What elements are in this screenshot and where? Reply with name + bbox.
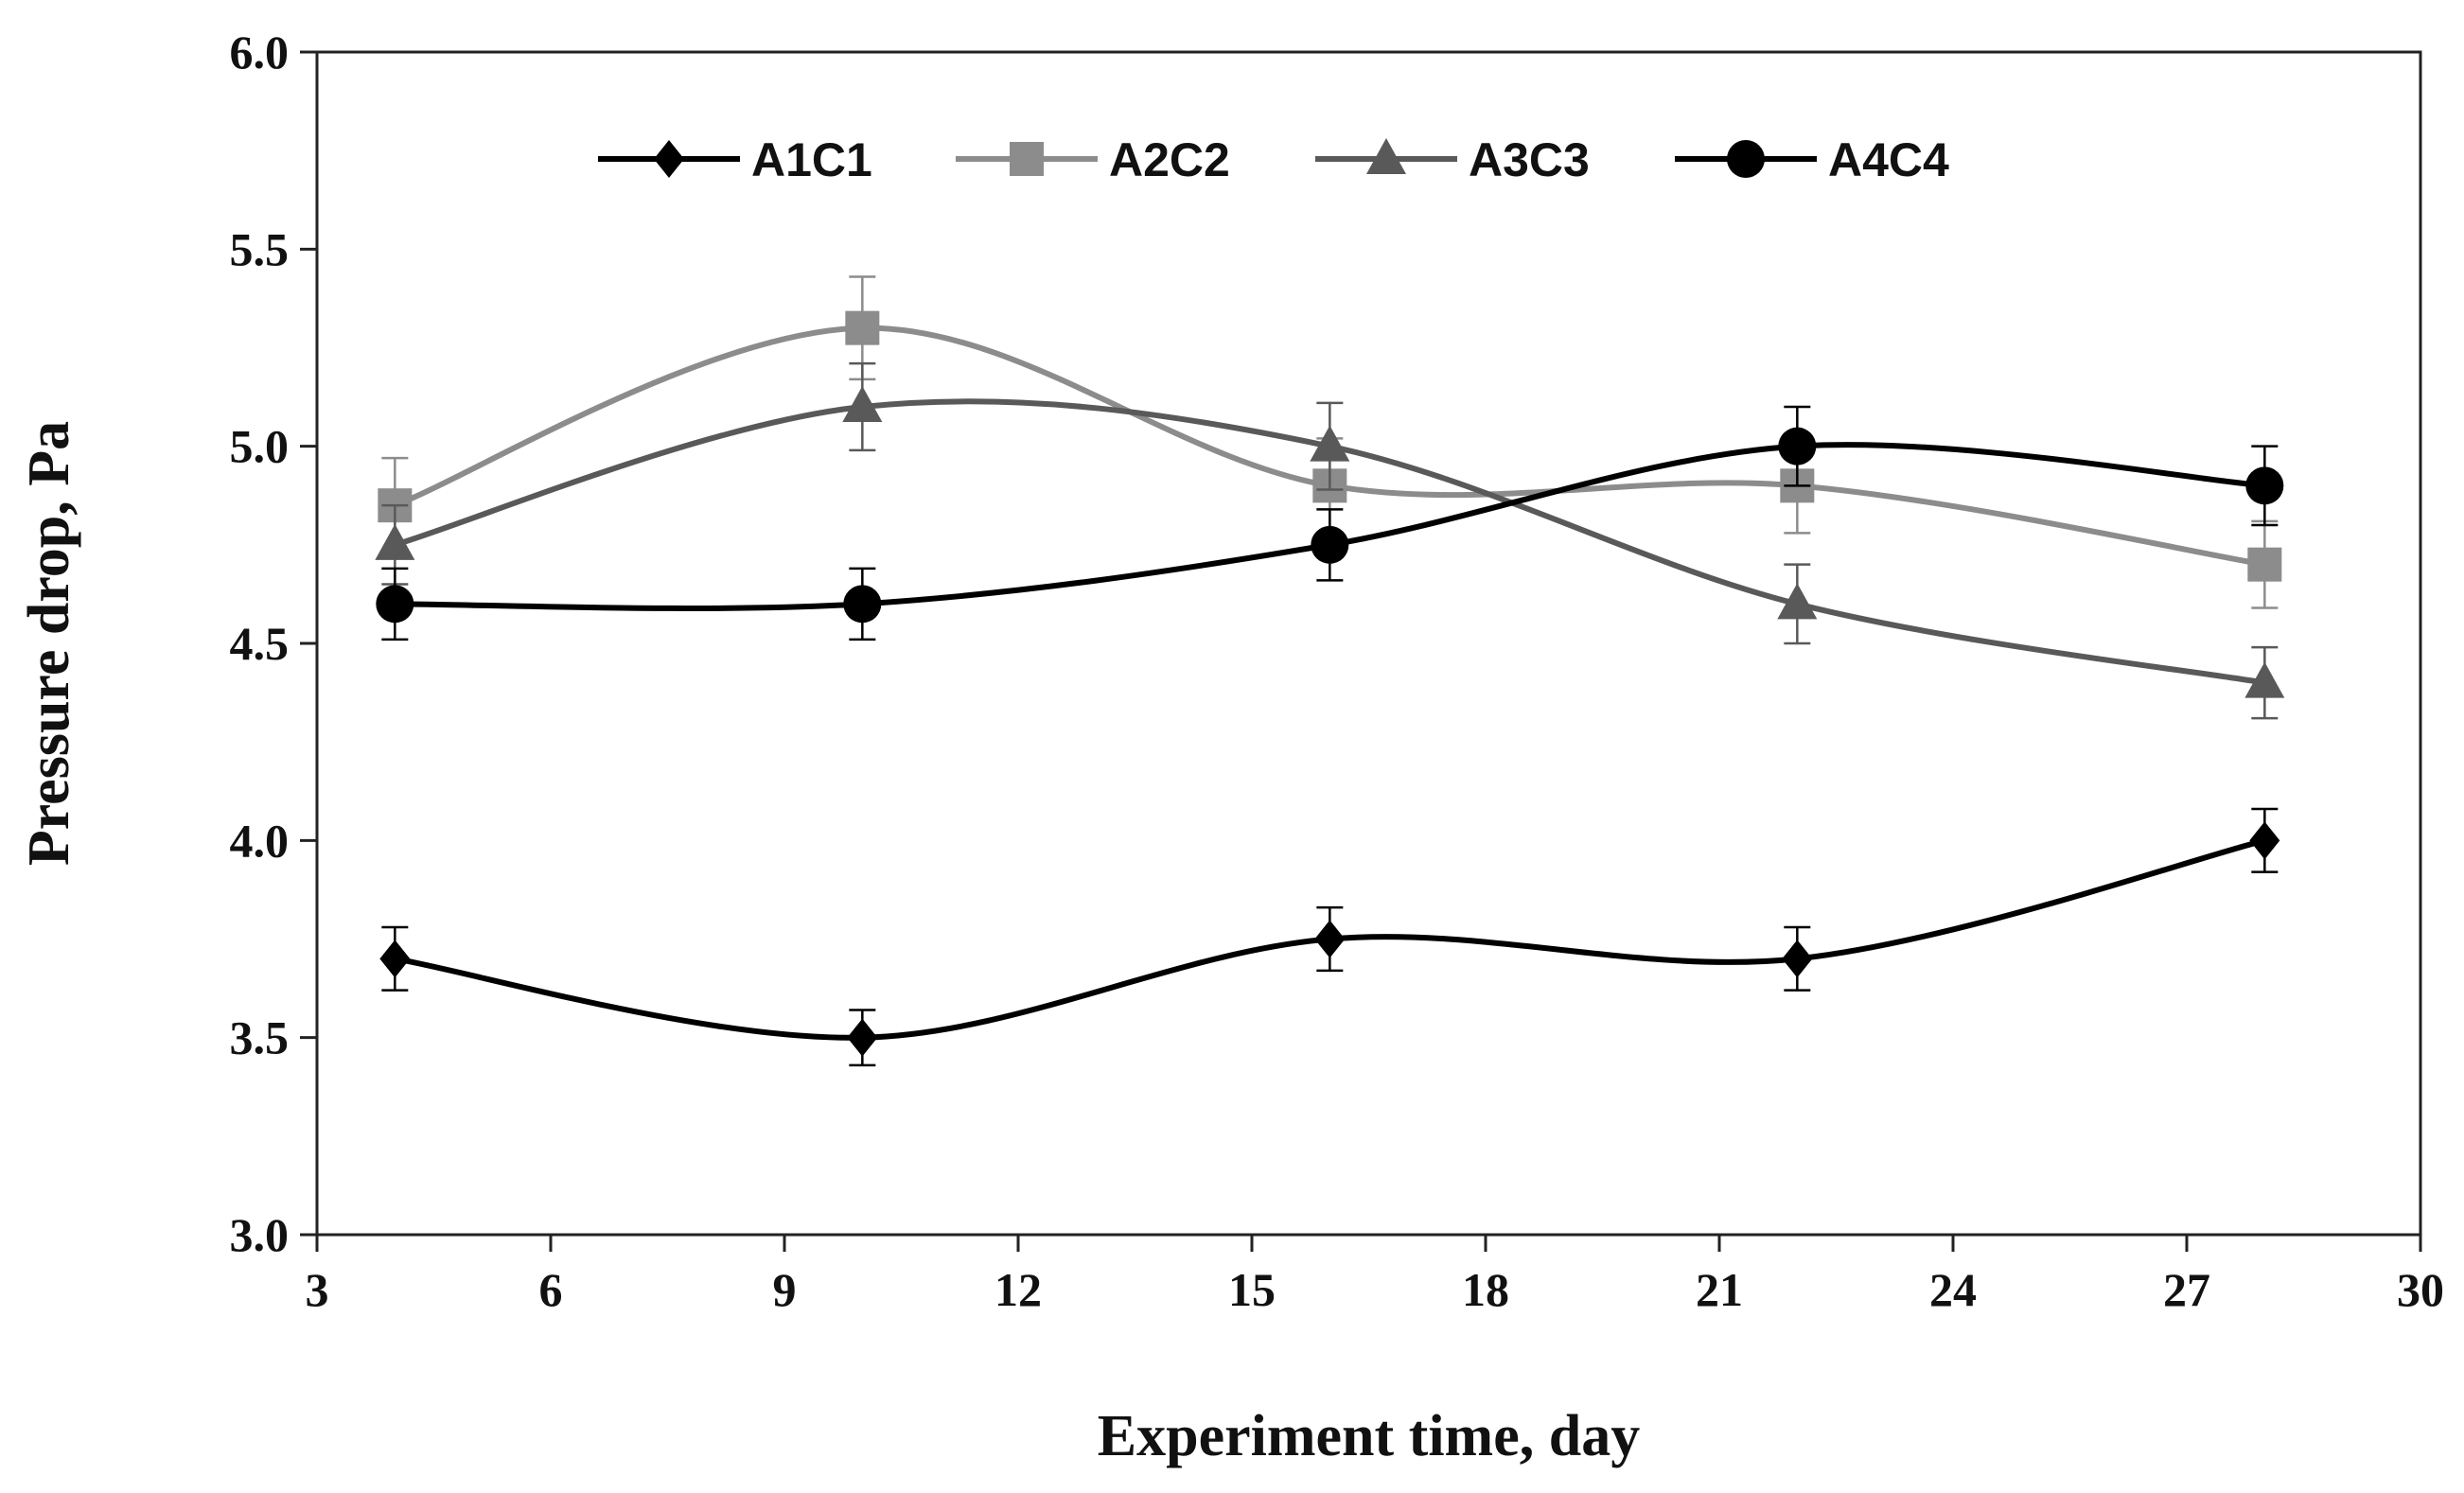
legend-label: A1C1	[751, 133, 872, 186]
data-point	[1782, 940, 1813, 978]
y-tick-label: 4.5	[230, 617, 290, 670]
axis-ticks: 3.0 3.5 4.0 4.5 5.0 5.5 6.0 3 6 9 12 15 18 21 24 27 30	[230, 26, 2445, 1316]
data-point	[1778, 427, 1817, 465]
legend-marker	[654, 140, 684, 178]
y-tick-label: 4.0	[230, 814, 290, 867]
series-a3c3	[375, 361, 2285, 720]
series-layer	[375, 275, 2285, 1067]
x-tick-label: 15	[1228, 1263, 1276, 1316]
x-tick-label: 27	[2163, 1263, 2210, 1316]
data-point	[1311, 525, 1349, 564]
y-tick-label: 6.0	[230, 26, 290, 79]
legend-label: A4C4	[1828, 133, 1949, 186]
legend: A1C1 A2C2 A3C3 A4C4	[598, 133, 1949, 186]
data-point	[1310, 425, 1350, 462]
legend-item-a1c1: A1C1	[598, 133, 872, 186]
data-point	[843, 585, 882, 624]
series-a1c1	[379, 807, 2280, 1067]
y-tick-label: 5.0	[230, 420, 290, 473]
legend-item-a4c4: A4C4	[1675, 133, 1949, 186]
y-tick-label: 5.5	[230, 222, 290, 275]
y-tick-label: 3.5	[230, 1011, 290, 1064]
x-tick-label: 21	[1696, 1263, 1743, 1316]
data-point	[845, 310, 880, 345]
series-a4c4	[376, 405, 2284, 641]
data-point	[379, 940, 411, 978]
x-tick-label: 30	[2397, 1263, 2444, 1316]
data-point	[842, 386, 883, 422]
data-point	[847, 1018, 878, 1057]
data-point	[376, 585, 414, 624]
data-point	[2249, 821, 2280, 860]
x-tick-label: 24	[1929, 1263, 1977, 1316]
legend-marker	[1727, 140, 1765, 178]
data-point	[2245, 466, 2284, 505]
data-point	[1314, 920, 1346, 958]
data-point	[1777, 583, 1818, 620]
legend-item-a2c2: A2C2	[956, 133, 1230, 186]
y-axis-title: Pressure drop, Pa	[17, 421, 81, 866]
x-axis-title: Experiment time, day	[1098, 1404, 1640, 1468]
legend-label: A2C2	[1109, 133, 1230, 186]
x-tick-label: 6	[539, 1263, 563, 1316]
legend-label: A3C3	[1469, 133, 1590, 186]
data-point	[375, 523, 415, 560]
data-point	[2244, 661, 2285, 698]
legend-item-a3c3: A3C3	[1315, 133, 1590, 186]
x-tick-label: 3	[306, 1263, 329, 1316]
data-point	[2247, 547, 2282, 582]
legend-marker	[1366, 138, 1406, 174]
y-tick-label: 3.0	[230, 1208, 290, 1261]
x-tick-label: 12	[994, 1263, 1042, 1316]
x-tick-label: 18	[1462, 1263, 1509, 1316]
legend-marker	[1010, 142, 1044, 176]
x-tick-label: 9	[773, 1263, 797, 1316]
